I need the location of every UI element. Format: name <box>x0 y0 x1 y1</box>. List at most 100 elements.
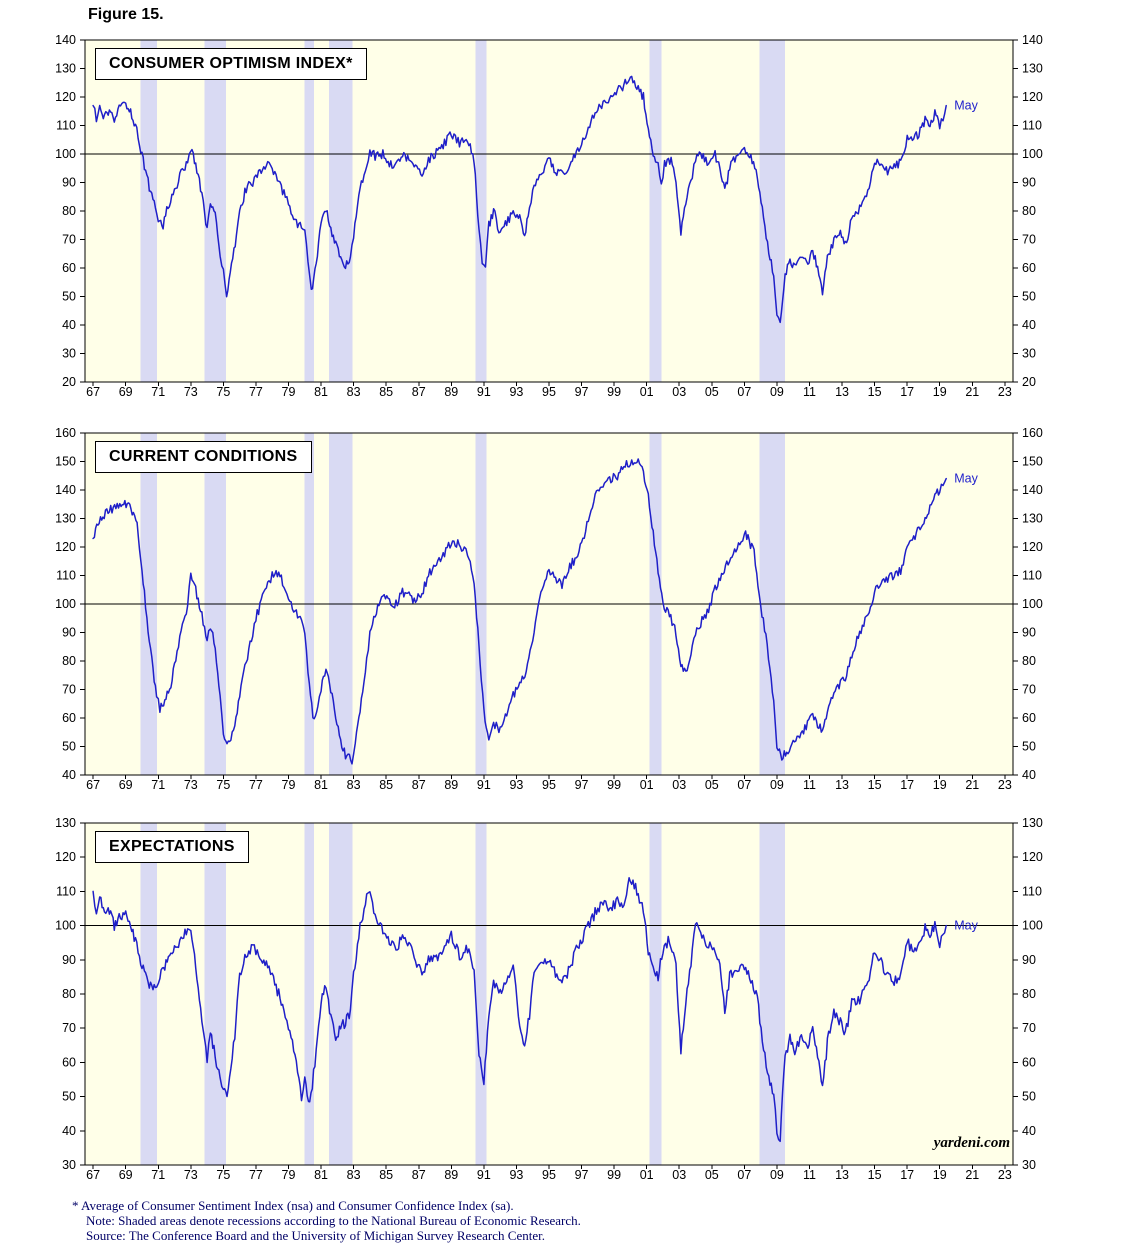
x-axis: 67 69 71 73 75 77 79 81 83 85 87 89 91 93 95 97 99 01 03 05… <box>86 1165 1012 1182</box>
recession-band <box>475 823 487 1165</box>
x-tick-label: 01 <box>640 385 654 399</box>
x-tick-label: 05 <box>705 1168 719 1182</box>
recession-band <box>649 40 662 382</box>
x-tick-label: 87 <box>412 1168 426 1182</box>
y-tick-label-right: 40 <box>1022 1124 1036 1138</box>
recession-band <box>475 40 487 382</box>
y-tick-label-right: 60 <box>1022 711 1036 725</box>
x-tick-label: 91 <box>477 385 491 399</box>
y-tick-label-left: 100 <box>55 919 76 933</box>
x-tick-label: 77 <box>249 778 263 792</box>
x-tick-label: 21 <box>965 1168 979 1182</box>
y-tick-label-left: 20 <box>62 375 76 389</box>
y-tick-label-right: 130 <box>1022 512 1043 526</box>
x-tick-label: 99 <box>607 385 621 399</box>
y-tick-label-left: 120 <box>55 850 76 864</box>
x-tick-label: 05 <box>705 385 719 399</box>
x-tick-label: 79 <box>282 385 296 399</box>
y-tick-label-left: 80 <box>62 654 76 668</box>
y-axis: 40 40 50 50 60 60 70 70 80 80 90 90 100 100 110 110 120 1… <box>55 426 1043 782</box>
y-tick-label-left: 90 <box>62 176 76 190</box>
x-tick-label: 99 <box>607 1168 621 1182</box>
recession-band <box>329 40 353 382</box>
recession-band <box>204 40 227 382</box>
x-tick-label: 93 <box>509 778 523 792</box>
x-tick-label: 11 <box>803 385 816 399</box>
x-tick-label: 69 <box>119 1168 133 1182</box>
x-tick-label: 81 <box>314 385 328 399</box>
x-tick-label: 67 <box>86 385 100 399</box>
y-tick-label-left: 60 <box>62 711 76 725</box>
x-tick-label: 01 <box>640 1168 654 1182</box>
y-axis: 20 20 30 30 40 40 50 50 60 60 70 70 80 80 90 90 100 100 11… <box>55 33 1043 389</box>
x-tick-label: 67 <box>86 1168 100 1182</box>
y-tick-label-right: 60 <box>1022 261 1036 275</box>
x-tick-label: 79 <box>282 778 296 792</box>
chart-canvas-current-conditions: 40 40 50 50 60 60 70 70 80 80 90 90 100 100 110 110 120 1… <box>55 426 1043 792</box>
x-tick-label: 19 <box>933 385 947 399</box>
y-tick-label-right: 30 <box>1022 1158 1036 1172</box>
x-tick-label: 23 <box>998 1168 1012 1182</box>
yardeni-watermark: yardeni.com <box>933 1135 1010 1151</box>
y-tick-label-right: 130 <box>1022 816 1043 830</box>
y-tick-label-right: 120 <box>1022 90 1043 104</box>
y-tick-label-left: 90 <box>62 953 76 967</box>
chart-title-consumer-optimism: CONSUMER OPTIMISM INDEX* <box>95 48 367 80</box>
x-tick-label: 83 <box>347 385 361 399</box>
y-tick-label-right: 120 <box>1022 850 1043 864</box>
y-tick-label-left: 60 <box>62 261 76 275</box>
x-tick-label: 99 <box>607 778 621 792</box>
chart-canvas-consumer-optimism: 20 20 30 30 40 40 50 50 60 60 70 70 80 80 90 90 100 100 11… <box>55 33 1043 399</box>
x-tick-label: 21 <box>965 778 979 792</box>
x-tick-label: 81 <box>314 778 328 792</box>
x-tick-label: 87 <box>412 778 426 792</box>
x-tick-label: 77 <box>249 385 263 399</box>
x-tick-label: 17 <box>900 778 914 792</box>
x-tick-label: 13 <box>835 1168 849 1182</box>
x-tick-label: 09 <box>770 385 784 399</box>
x-tick-label: 89 <box>444 1168 458 1182</box>
y-tick-label-right: 160 <box>1022 426 1043 440</box>
x-tick-label: 89 <box>444 778 458 792</box>
recession-bands <box>140 823 786 1165</box>
x-tick-label: 77 <box>249 1168 263 1182</box>
x-tick-label: 95 <box>542 1168 556 1182</box>
y-tick-label-left: 50 <box>62 290 76 304</box>
x-tick-label: 71 <box>151 385 165 399</box>
x-tick-label: 93 <box>509 1168 523 1182</box>
y-tick-label-right: 50 <box>1022 290 1036 304</box>
chart-panel-consumer-optimism: 20 20 30 30 40 40 50 50 60 60 70 70 80 80 90 90 100 100 11… <box>0 32 1138 410</box>
recession-band <box>329 823 353 1165</box>
x-tick-label: 03 <box>672 778 686 792</box>
y-tick-label-left: 80 <box>62 987 76 1001</box>
y-tick-label-left: 70 <box>62 233 76 247</box>
y-tick-label-right: 60 <box>1022 1055 1036 1069</box>
x-tick-label: 85 <box>379 1168 393 1182</box>
y-tick-label-left: 120 <box>55 90 76 104</box>
y-tick-label-right: 110 <box>1022 119 1042 133</box>
y-tick-label-right: 90 <box>1022 176 1036 190</box>
y-tick-label-right: 110 <box>1022 569 1042 583</box>
y-tick-label-right: 140 <box>1022 483 1043 497</box>
y-tick-label-left: 140 <box>55 33 76 47</box>
figure-label: Figure 15. <box>88 6 164 23</box>
y-tick-label-left: 50 <box>62 1090 76 1104</box>
x-tick-label: 09 <box>770 1168 784 1182</box>
y-tick-label-right: 80 <box>1022 654 1036 668</box>
footnote-note: Note: Shaded areas denote recessions acc… <box>86 1213 581 1228</box>
y-tick-label-left: 120 <box>55 540 76 554</box>
y-tick-label-left: 70 <box>62 683 76 697</box>
y-tick-label-right: 120 <box>1022 540 1043 554</box>
y-tick-label-left: 130 <box>55 512 76 526</box>
y-tick-label-left: 100 <box>55 597 76 611</box>
y-tick-label-left: 110 <box>56 119 76 133</box>
y-tick-label-right: 150 <box>1022 455 1043 469</box>
x-tick-label: 75 <box>216 385 230 399</box>
x-tick-label: 97 <box>575 1168 589 1182</box>
series-line-current-conditions <box>92 458 947 765</box>
y-tick-label-left: 110 <box>56 884 76 898</box>
y-tick-label-left: 150 <box>55 455 76 469</box>
x-tick-label: 73 <box>184 385 198 399</box>
chart-panel-current-conditions: 40 40 50 50 60 60 70 70 80 80 90 90 100 100 110 110 120 1… <box>0 425 1138 803</box>
